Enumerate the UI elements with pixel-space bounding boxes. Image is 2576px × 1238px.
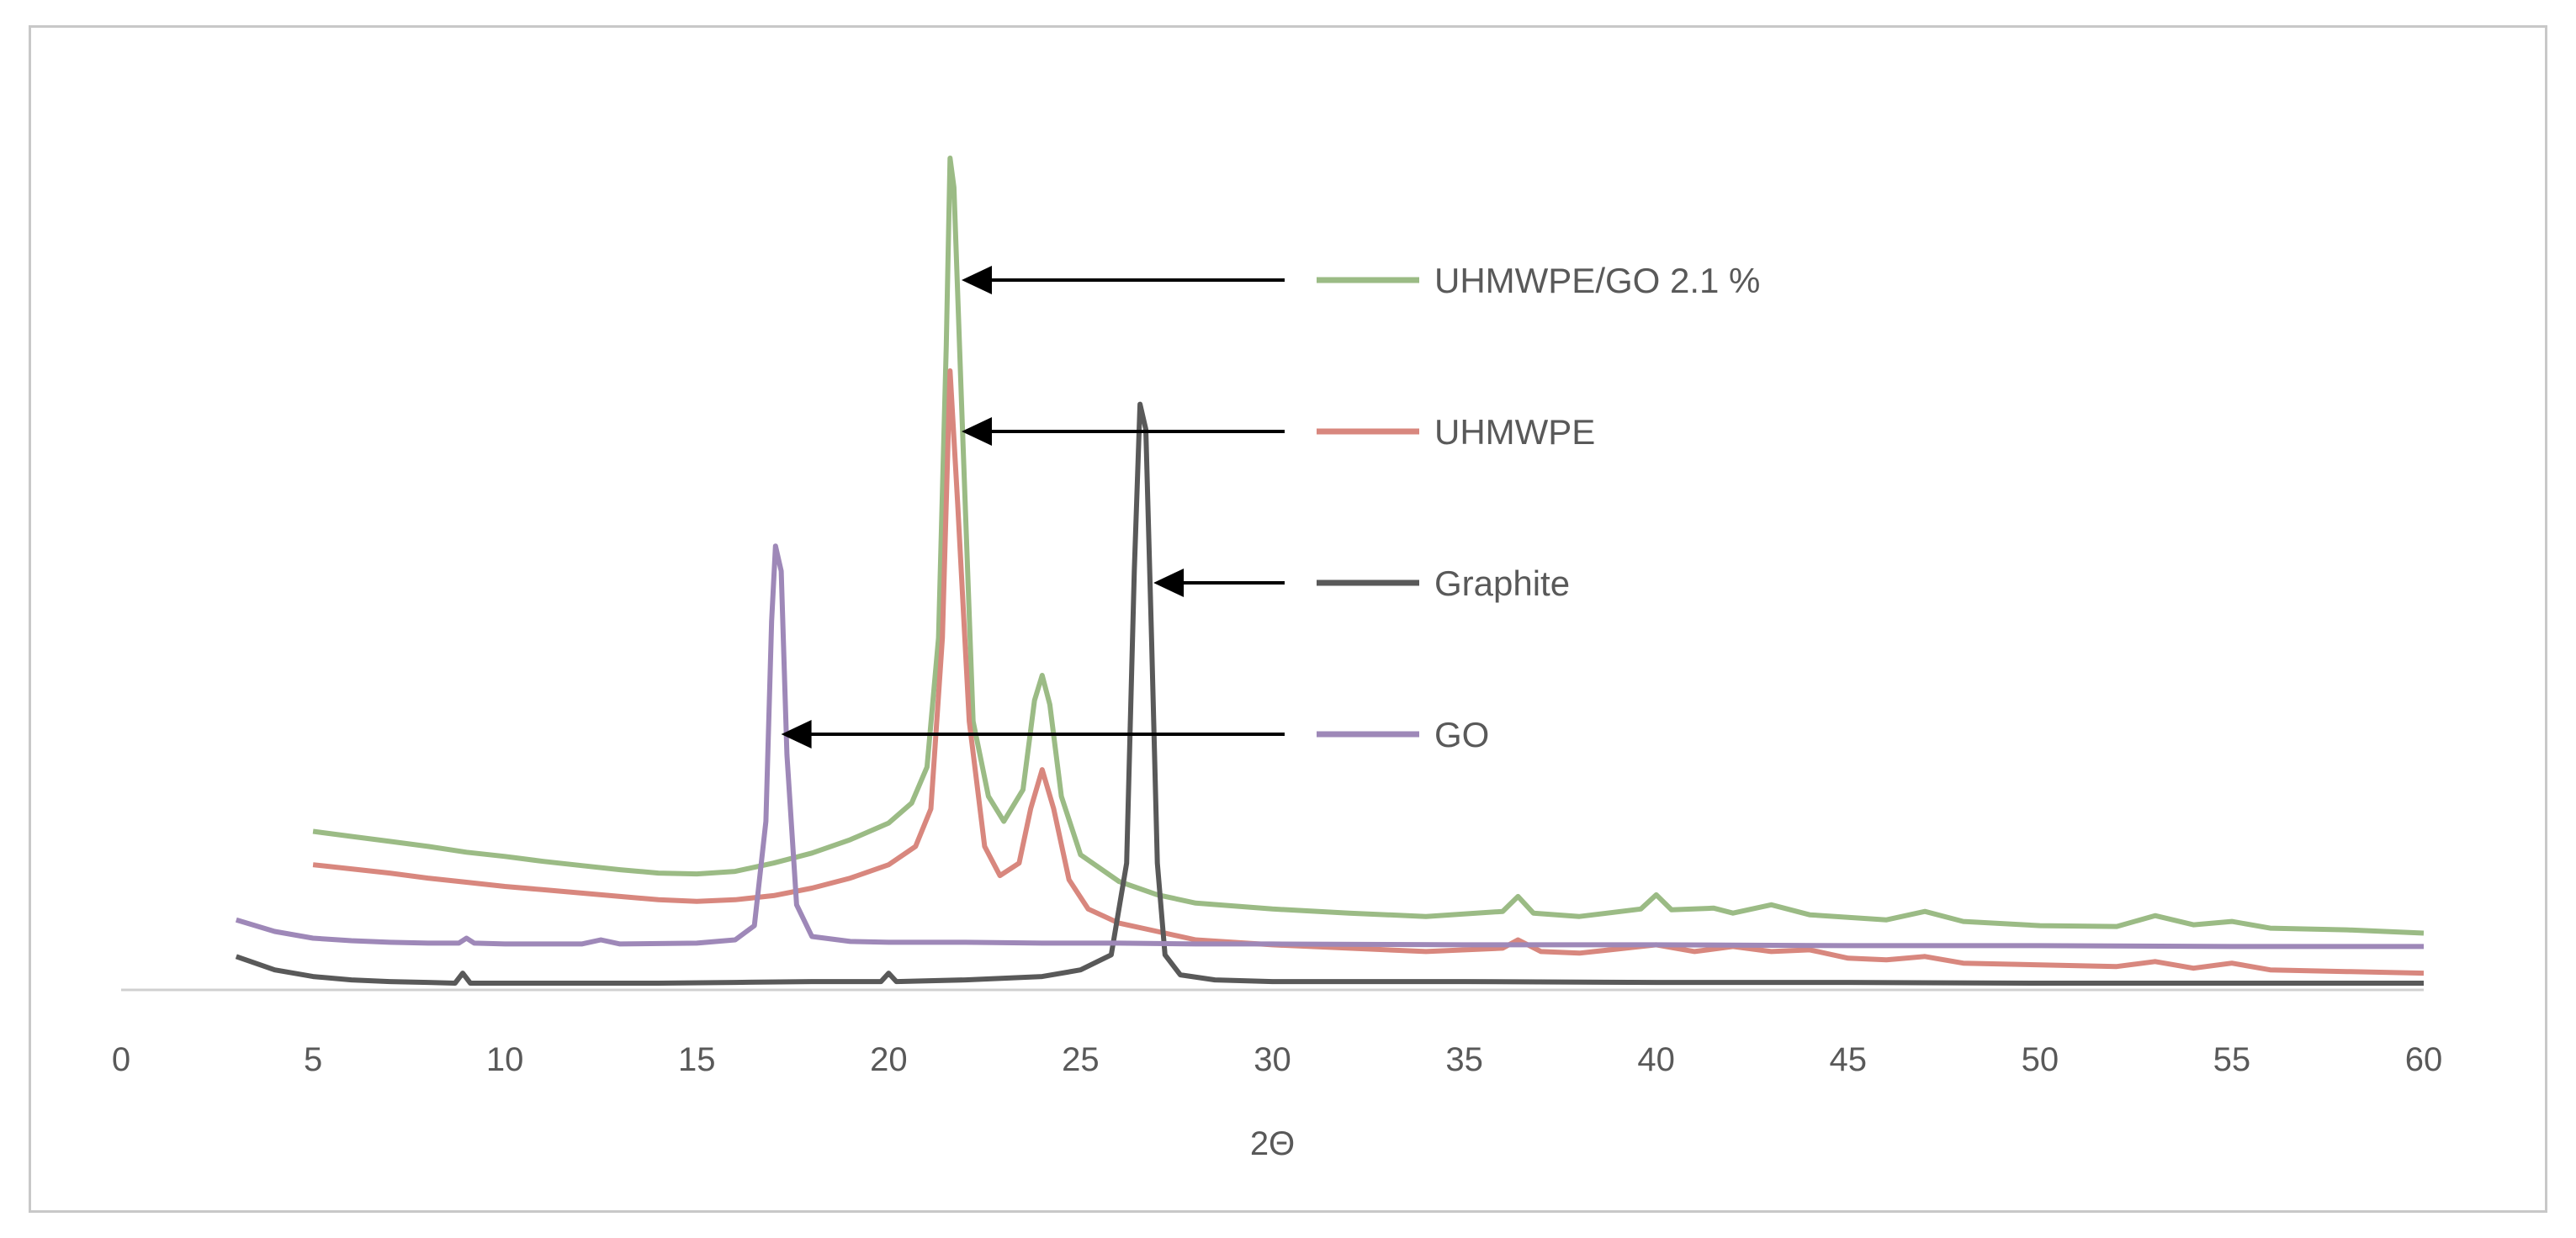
legend-label: GO	[1434, 715, 1489, 754]
x-tick-label: 45	[1830, 1041, 1868, 1078]
legend-arrow-head	[962, 417, 993, 446]
legend-arrow-head	[1153, 569, 1185, 597]
x-tick-labels: 0 5 10 15 20 25 30 35 40 45 50 55 60	[112, 1041, 2442, 1078]
xrd-chart: 0 5 10 15 20 25 30 35 40 45 50 55 60 2Θ UHMWPE/GO 2.…	[112, 156, 2442, 1162]
x-tick-label: 40	[1637, 1041, 1675, 1078]
x-tick-label: 50	[2022, 1041, 2059, 1078]
x-axis-title: 2Θ	[1250, 1125, 1295, 1162]
chart-frame: 0 5 10 15 20 25 30 35 40 45 50 55 60 2Θ UHMWPE/GO 2.…	[29, 25, 2547, 1213]
x-tick-label: 25	[1062, 1041, 1100, 1078]
x-tick-label: 20	[870, 1041, 908, 1078]
series-line-0	[312, 156, 2425, 936]
x-tick-label: 35	[1445, 1041, 1483, 1078]
x-tick-label: 5	[304, 1041, 322, 1078]
legend-label: UHMWPE	[1434, 412, 1595, 452]
x-tick-label: 10	[486, 1041, 524, 1078]
series-line-3	[235, 543, 2424, 950]
series-line-1	[312, 368, 2425, 976]
legend-label: Graphite	[1434, 563, 1570, 603]
legend-arrow-head	[781, 720, 812, 749]
x-tick-label: 15	[678, 1041, 716, 1078]
legend-arrows: UHMWPE/GO 2.1 % UHMWPE Graphite GO	[781, 261, 1760, 754]
x-tick-label: 0	[112, 1041, 130, 1078]
legend-label: UHMWPE/GO 2.1 %	[1434, 261, 1760, 300]
legend-arrow-head	[962, 266, 993, 294]
plot-lines	[235, 156, 2425, 986]
x-tick-label: 60	[2405, 1041, 2443, 1078]
series-line-2	[235, 401, 2424, 986]
x-tick-label: 55	[2213, 1041, 2251, 1078]
x-tick-label: 30	[1254, 1041, 1291, 1078]
